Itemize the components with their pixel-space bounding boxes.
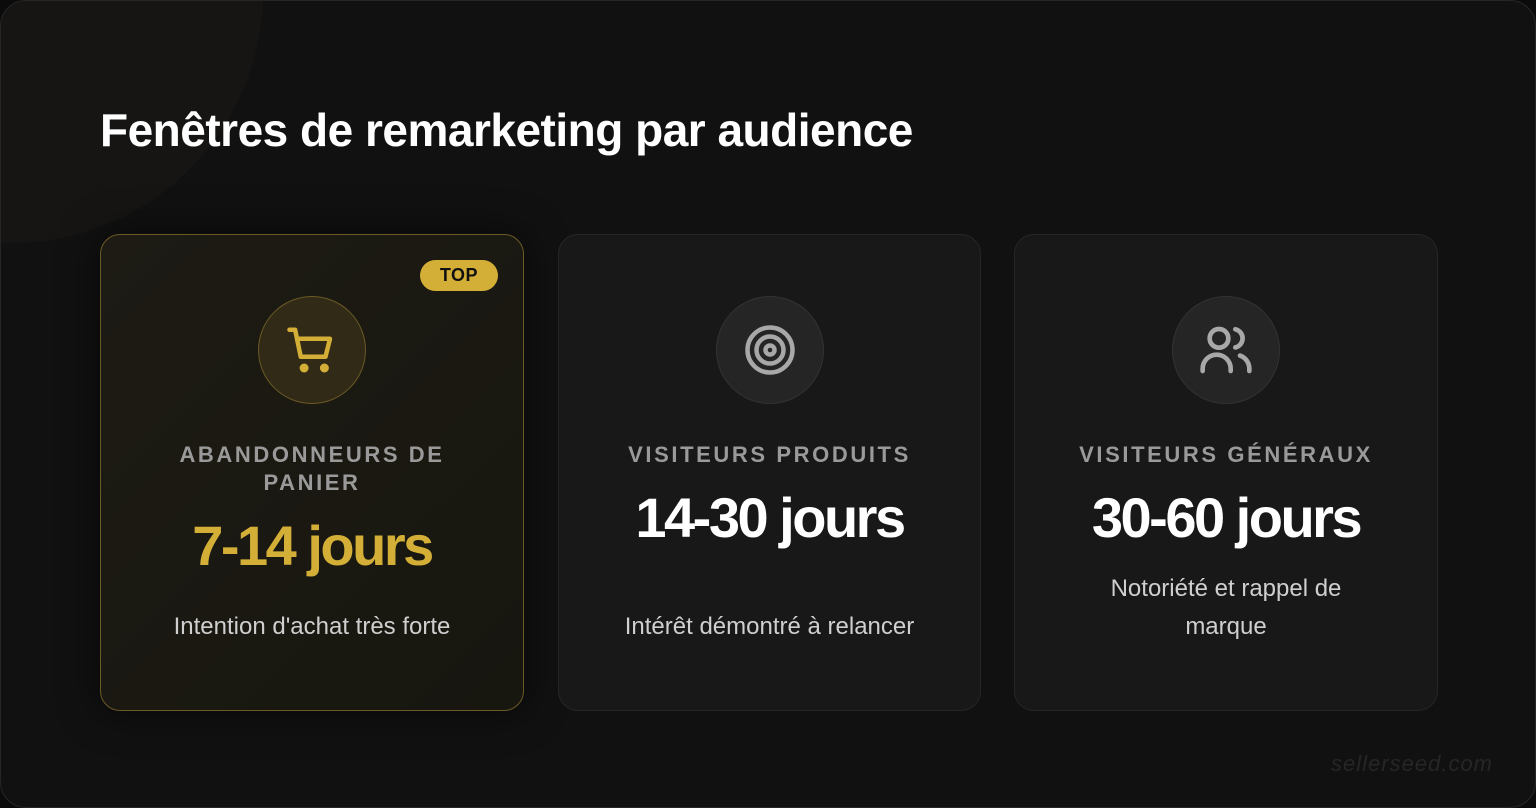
- card-description: Notoriété et rappel de marque: [1110, 575, 1342, 640]
- card-label: ABANDONNEURS DE PANIER: [179, 442, 445, 495]
- card-product-visitors: VISITEURS PRODUITS 14-30 jours Intérêt d…: [558, 234, 981, 711]
- card-description: Intérêt démontré à relancer: [624, 613, 915, 640]
- card-value: 14-30 jours: [635, 486, 906, 549]
- shopping-cart-icon: [258, 296, 366, 404]
- card-cart-abandoners: TOP ABANDONNEURS DE PANIER 7-14 jours In…: [100, 234, 524, 711]
- card-general-visitors: VISITEURS GÉNÉRAUX 30-60 jours Notoriété…: [1014, 234, 1438, 711]
- page-title: Fenêtres de remarketing par audience: [100, 104, 913, 156]
- watermark: sellerseed.com: [1331, 751, 1493, 776]
- card-value: 7-14 jours: [192, 514, 434, 577]
- top-badge: TOP: [419, 260, 498, 291]
- users-icon: [1172, 296, 1280, 404]
- card-label: VISITEURS GÉNÉRAUX: [1079, 442, 1373, 467]
- card-value: 30-60 jours: [1091, 486, 1363, 549]
- card-label: VISITEURS PRODUITS: [628, 442, 911, 467]
- card-description: Intention d'achat très forte: [173, 613, 451, 640]
- target-icon: [715, 296, 824, 404]
